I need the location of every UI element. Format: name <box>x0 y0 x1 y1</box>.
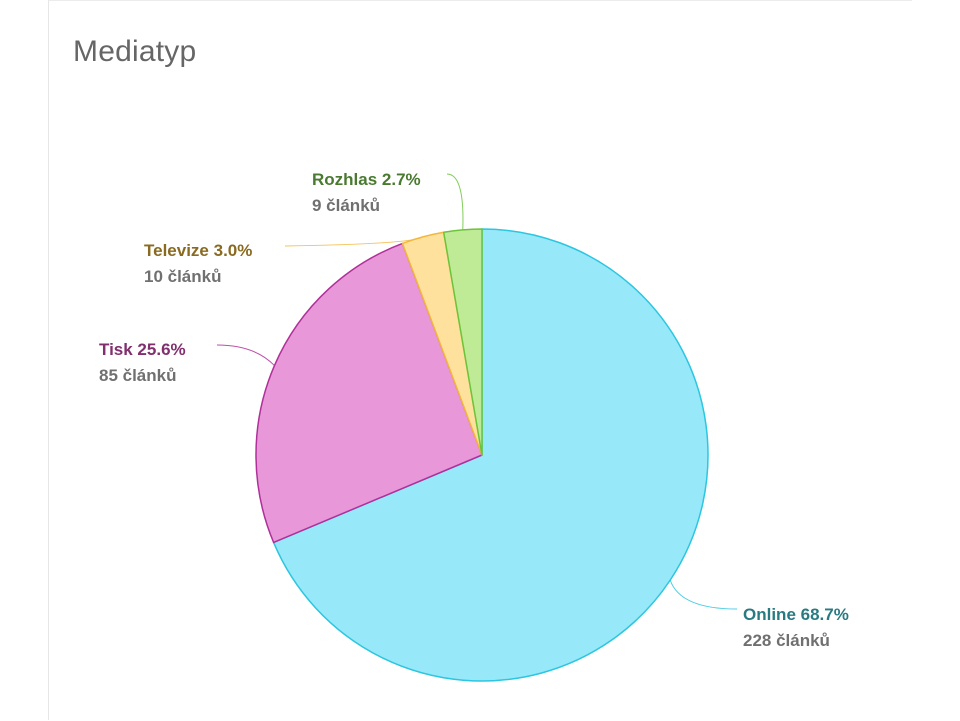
slice-label-online: Online 68.7% <box>743 605 849 624</box>
slice-count-televize: 10 článků <box>144 267 222 286</box>
leader-line-televize <box>284 236 424 247</box>
slice-count-online: 228 článků <box>743 631 830 650</box>
slice-count-rozhlas: 9 článků <box>312 196 380 215</box>
slice-count-tisk: 85 článků <box>99 366 177 385</box>
slice-label-rozhlas: Rozhlas 2.7% <box>312 170 421 189</box>
slice-label-televize: Televize 3.0% <box>144 241 252 260</box>
leader-line-online <box>669 579 738 610</box>
pie-slice-tisk[interactable] <box>255 242 483 544</box>
leader-line-rozhlas <box>446 173 464 230</box>
chart-card: Mediatyp Online 68.7% 228 článků Tisk 25.6… <box>48 0 912 720</box>
slice-label-tisk: Tisk 25.6% <box>99 340 186 359</box>
pie-chart: Online 68.7% 228 článků Tisk 25.6% 85 článk… <box>99 170 849 682</box>
leader-line-tisk <box>216 344 275 366</box>
chart-title: Mediatyp <box>73 35 197 68</box>
